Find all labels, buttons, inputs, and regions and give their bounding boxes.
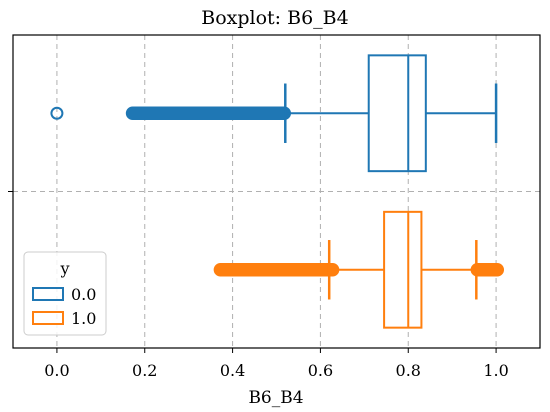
legend-title: y [59,259,69,278]
x-tick-label: 0.6 [308,361,333,380]
outlier-band [213,263,340,277]
x-tick-label: 1.0 [483,361,508,380]
x-tick-label: 0.4 [220,361,245,380]
x-axis-ticks: 0.0 0.2 0.4 0.6 0.8 1.0 [8,191,509,380]
box-series-1.0 [213,210,505,329]
box [367,54,427,173]
legend-entry: 0.0 [71,285,96,304]
box [383,210,423,329]
legend-swatch [32,287,64,301]
x-tick-label: 0.8 [396,361,421,380]
box-layer [50,54,505,329]
legend-frame [23,251,107,336]
outlier-band [125,106,292,120]
box-series-0.0 [50,54,498,173]
legend: y0.0 1.0 [23,251,107,336]
x-axis-label: B6_B4 [248,388,303,408]
x-tick-label: 0.2 [132,361,157,380]
chart-title: Boxplot: B6_B4 [201,7,348,29]
outlier-point [50,106,64,120]
legend-entry: 1.0 [71,309,96,328]
legend-swatch [32,311,64,325]
x-tick-label: 0.0 [44,361,69,380]
grid-lines [13,35,540,348]
